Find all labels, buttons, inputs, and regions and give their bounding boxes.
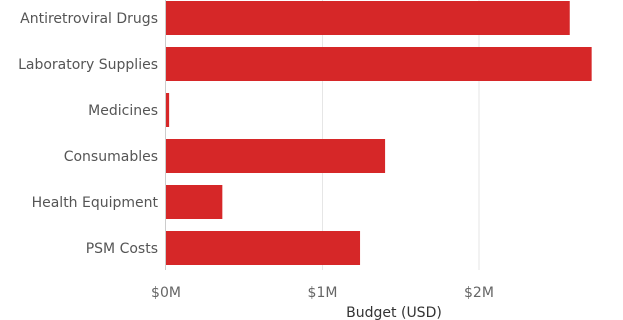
gridlines <box>321 0 480 270</box>
category-label: Health Equipment <box>32 195 159 211</box>
bar[interactable] <box>166 139 386 173</box>
bar[interactable] <box>166 1 570 35</box>
x-tick-label: $1M <box>308 285 338 301</box>
category-label: Consumables <box>64 149 158 165</box>
bar[interactable] <box>166 47 592 81</box>
x-axis-title: Budget (USD) <box>346 305 442 320</box>
category-label: PSM Costs <box>86 241 158 257</box>
category-label: Antiretroviral Drugs <box>20 11 158 27</box>
bars <box>166 1 592 265</box>
x-tick-label: $2M <box>464 285 494 301</box>
bar[interactable] <box>166 231 361 265</box>
x-tick-label: $0M <box>151 285 181 301</box>
bar[interactable] <box>166 185 223 219</box>
category-labels: Antiretroviral Drugs Laboratory Supplies M… <box>18 11 158 257</box>
bar[interactable] <box>166 93 170 127</box>
category-label: Laboratory Supplies <box>18 57 158 73</box>
x-tick-labels: $0M $1M $2M <box>151 285 494 301</box>
category-label: Medicines <box>88 103 158 119</box>
